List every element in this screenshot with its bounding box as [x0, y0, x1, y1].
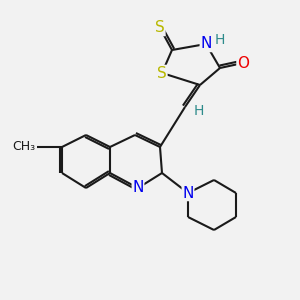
- Text: S: S: [157, 65, 167, 80]
- Text: H: H: [215, 33, 225, 47]
- Text: N: N: [182, 185, 194, 200]
- Text: H: H: [194, 104, 204, 118]
- Text: N: N: [132, 181, 144, 196]
- Text: CH₃: CH₃: [12, 140, 35, 154]
- Text: O: O: [237, 56, 249, 70]
- Text: S: S: [155, 20, 165, 35]
- Text: N: N: [200, 37, 212, 52]
